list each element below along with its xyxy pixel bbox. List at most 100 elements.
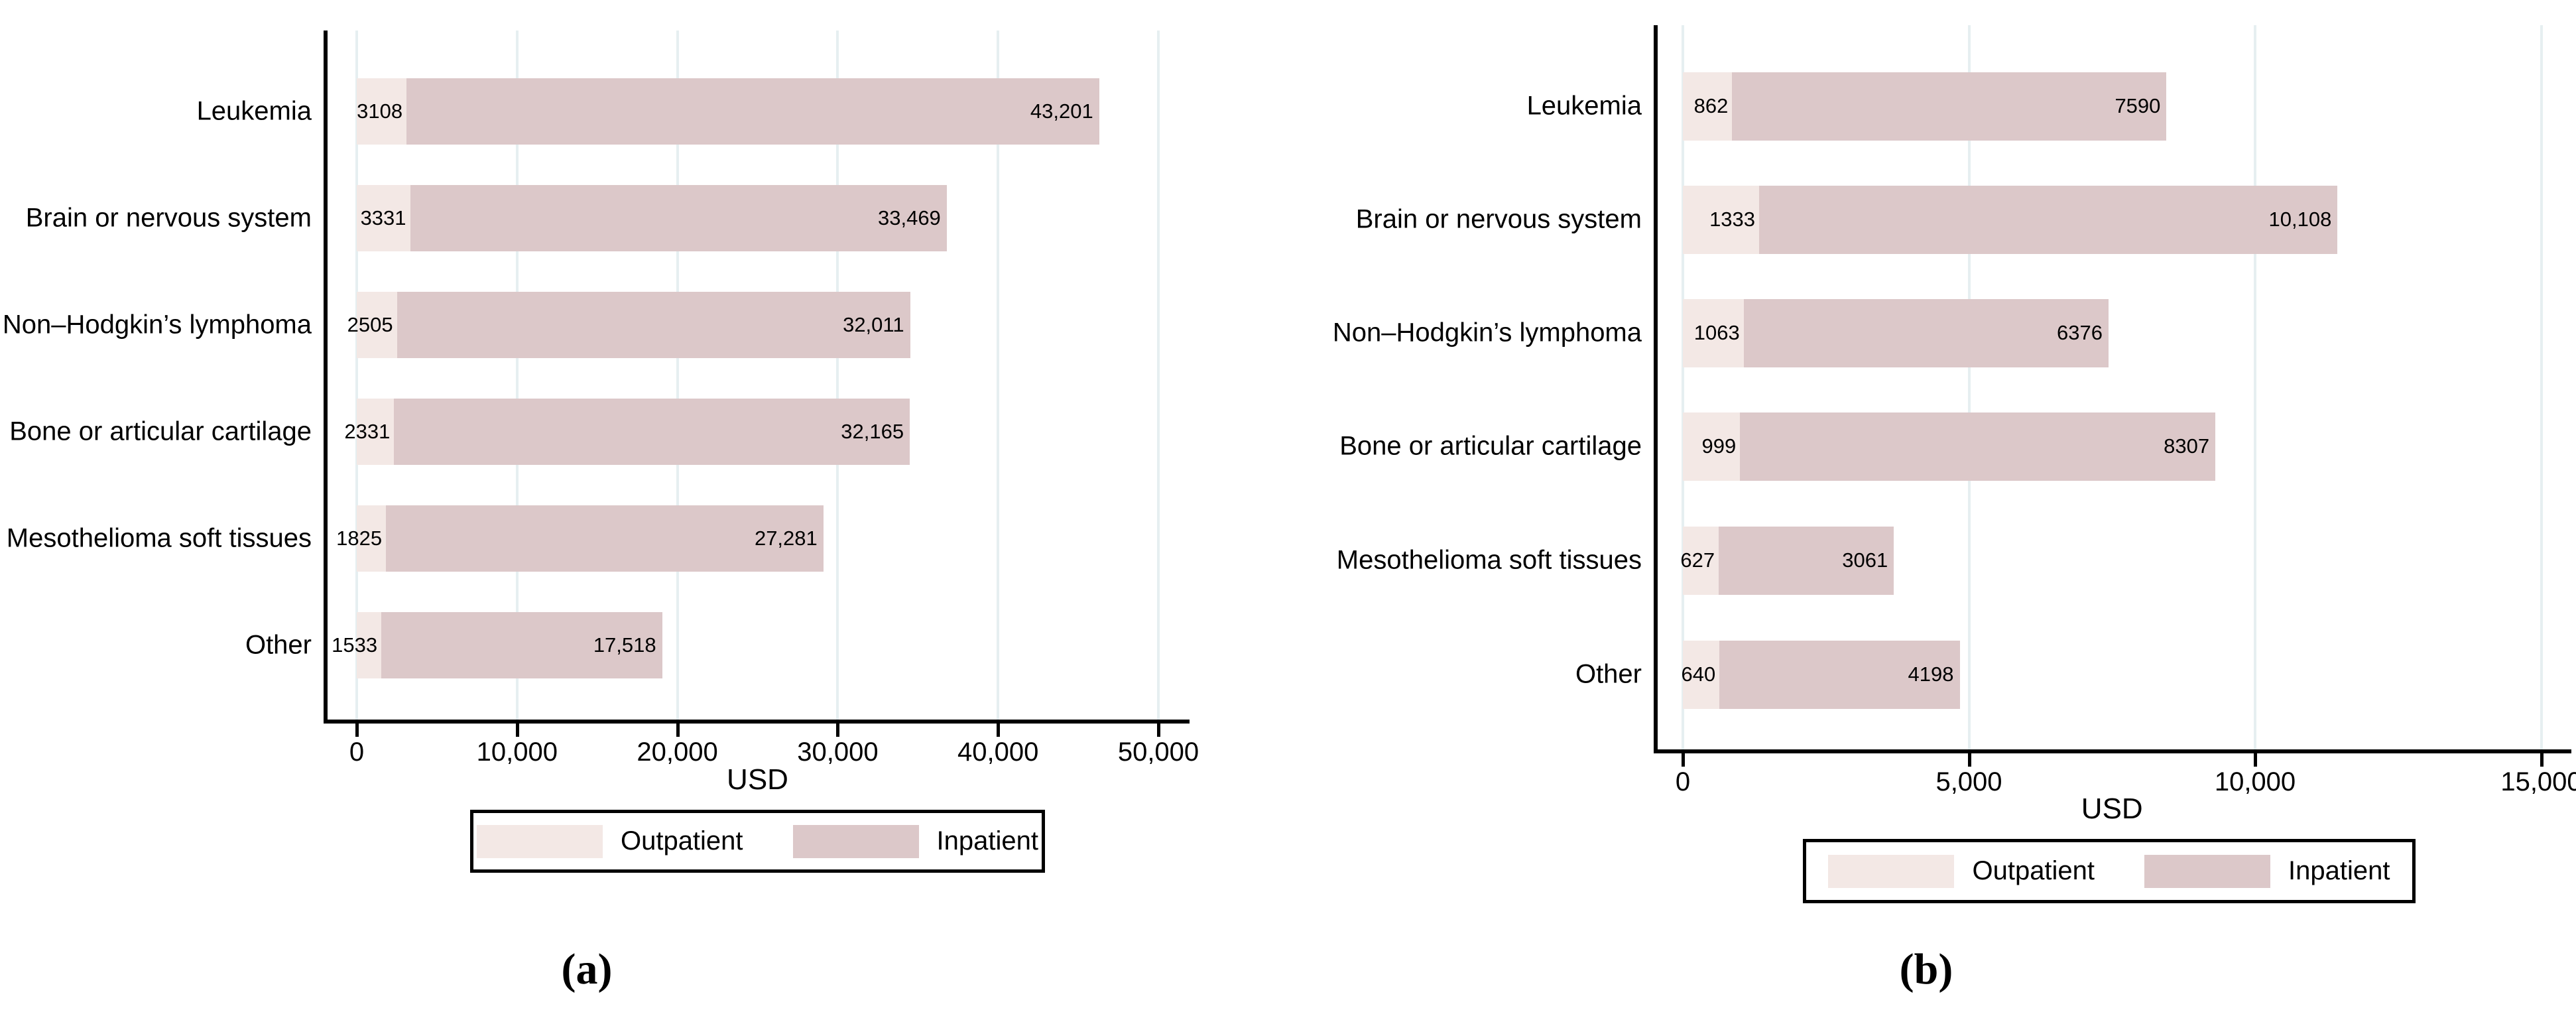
outpatient-value-label: 862 (1693, 94, 1729, 117)
bar-outpatient-segment (357, 505, 387, 572)
bar-inpatient-segment (397, 292, 910, 358)
gridline-5,000 (1967, 25, 1971, 749)
outpatient-value-label: 1333 (1709, 208, 1756, 231)
x-tick (1682, 753, 1685, 767)
x-tick (515, 724, 519, 737)
bar-inpatient-segment (386, 505, 824, 572)
x-tick-label: 10,000 (2214, 767, 2296, 796)
legend-swatch-inpatient (2144, 854, 2271, 888)
legend-swatch-outpatient (476, 824, 603, 858)
panel-letter-b: (b) (1899, 945, 1953, 993)
bar-inpatient-segment (1719, 640, 1960, 709)
panel-letter-a: (a) (561, 945, 613, 993)
category-label: Leukemia (1526, 91, 1642, 121)
legend-item-inpatient: Inpatient (2144, 854, 2390, 888)
inpatient-value-label: 32,011 (843, 313, 904, 336)
x-axis-title: USD (2081, 792, 2143, 825)
bar-inpatient-segment (1743, 298, 2109, 367)
category-label: Other (245, 630, 312, 660)
x-tick-label: 30,000 (797, 737, 879, 767)
gridline-40,000 (997, 31, 1000, 720)
inpatient-value-label: 7590 (2115, 94, 2161, 117)
bar-outpatient-segment (357, 399, 395, 465)
x-tick (2540, 753, 2544, 767)
category-label: Mesothelioma soft tissues (6, 523, 312, 553)
x-tick-label: 40,000 (957, 737, 1039, 767)
gridline-20,000 (676, 31, 679, 720)
outpatient-value-label: 640 (1681, 663, 1716, 686)
bar-inpatient-segment (394, 399, 910, 465)
bar-inpatient-segment (1719, 526, 1894, 595)
y-axis-line (324, 31, 328, 724)
legend-item-outpatient: Outpatient (1828, 854, 2095, 888)
category-label: Non–Hodgkin’s lymphoma (2, 310, 312, 340)
bar-inpatient-segment (1740, 412, 2216, 481)
outpatient-value-label: 1825 (336, 527, 383, 550)
inpatient-value-label: 32,165 (841, 420, 904, 443)
outpatient-value-label: 1533 (332, 633, 378, 657)
x-tick-label: 50,000 (1117, 737, 1199, 767)
inpatient-value-label: 33,469 (877, 206, 941, 229)
x-tick (676, 724, 680, 737)
x-axis-line (324, 720, 1190, 724)
inpatient-value-label: 27,281 (754, 527, 818, 550)
x-tick-label: 10,000 (476, 737, 558, 767)
outpatient-value-label: 627 (1680, 548, 1715, 572)
gridline-0 (1682, 25, 1684, 749)
inpatient-value-label: 6376 (2057, 321, 2103, 344)
bar-outpatient-segment (1683, 526, 1719, 595)
legend-label-outpatient: Outpatient (620, 826, 743, 856)
gridline-50,000 (1157, 31, 1160, 720)
bar-outpatient-segment (1683, 412, 1741, 481)
outpatient-value-label: 999 (1701, 434, 1737, 458)
gridline-10,000 (515, 31, 519, 720)
x-tick (836, 724, 840, 737)
bar-outpatient-segment (1683, 298, 1744, 367)
gridline-10,000 (2254, 25, 2256, 749)
category-label: Non–Hodgkin’s lymphoma (1332, 318, 1642, 348)
bar-outpatient-segment (1683, 640, 1720, 709)
outpatient-value-label: 2331 (344, 420, 391, 443)
x-tick (2254, 753, 2257, 767)
category-label: Bone or articular cartilage (1339, 431, 1642, 461)
legend-item-inpatient: Inpatient (792, 824, 1039, 858)
legend-label-inpatient: Inpatient (936, 826, 1039, 856)
legend-label-inpatient: Inpatient (2288, 856, 2390, 885)
outpatient-value-label: 2505 (347, 313, 393, 336)
gridline-0 (355, 31, 358, 720)
category-label: Brain or nervous system (25, 203, 312, 233)
bar-outpatient-segment (357, 78, 407, 145)
legend-box: Outpatient Inpatient (1803, 839, 2416, 903)
x-tick-label: 0 (349, 737, 365, 767)
legend-swatch-inpatient (792, 824, 919, 858)
x-tick-label: 0 (1675, 767, 1691, 796)
x-axis-line (1654, 749, 2571, 753)
bar-inpatient-segment (406, 78, 1099, 145)
category-label: Brain or nervous system (1355, 204, 1642, 234)
bar-outpatient-segment (1683, 72, 1733, 141)
category-label: Mesothelioma soft tissues (1336, 545, 1642, 575)
x-tick-label: 5,000 (1935, 767, 2002, 796)
inpatient-value-label: 43,201 (1030, 99, 1093, 123)
category-label: Bone or articular cartilage (9, 416, 312, 446)
category-label: Other (1575, 659, 1642, 689)
x-tick (355, 724, 359, 737)
bar-inpatient-segment (1732, 72, 2167, 141)
inpatient-value-label: 3061 (1842, 548, 1888, 572)
bar-outpatient-segment (1683, 185, 1760, 254)
legend-label-outpatient: Outpatient (1972, 856, 2095, 885)
gridline-30,000 (836, 31, 839, 720)
x-axis-title: USD (727, 763, 788, 796)
legend-box: Outpatient Inpatient (470, 810, 1045, 873)
inpatient-value-label: 8307 (2164, 434, 2210, 458)
bar-outpatient-segment (357, 292, 397, 358)
x-tick (1967, 753, 1971, 767)
y-axis-line (1654, 25, 1658, 753)
inpatient-value-label: 10,108 (2268, 208, 2332, 231)
bar-outpatient-segment (357, 612, 382, 678)
bar-inpatient-segment (381, 612, 662, 678)
bar-inpatient-segment (410, 185, 947, 251)
x-tick (997, 724, 1001, 737)
gridline-15,000 (2540, 25, 2543, 749)
